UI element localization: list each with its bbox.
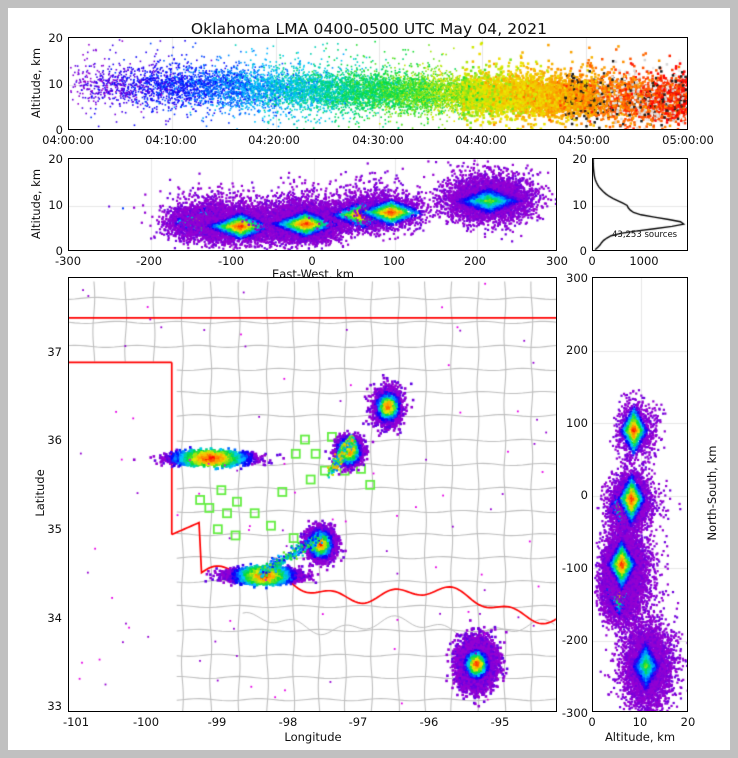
map-xtick-1: -100 (132, 715, 160, 729)
hist-ytick-10: 10 (572, 198, 587, 212)
lma-figure: Oklahoma LMA 0400-0500 UTC May 04, 2021 … (8, 8, 730, 750)
north-south-panel (592, 277, 688, 712)
map-xtick-3: -98 (278, 715, 298, 729)
ns-ytick-m300: -300 (561, 706, 588, 720)
time-xtick-5: 04:50:00 (558, 133, 610, 147)
ew-ytick-0: 0 (55, 244, 63, 258)
map-xtick-4: -97 (348, 715, 368, 729)
time-height-panel (68, 37, 688, 130)
time-ytick-20: 20 (48, 31, 63, 45)
ns-xtick-0: 0 (588, 715, 596, 729)
time-ytick-10: 10 (48, 77, 63, 91)
map-xtick-0: -101 (62, 715, 90, 729)
map-ytick-35: 35 (47, 522, 62, 536)
ew-xtick-4: 100 (383, 254, 405, 268)
ns-ytick-200: 200 (566, 343, 588, 357)
map-xtick-5: -96 (419, 715, 439, 729)
map-ytick-37: 37 (47, 345, 62, 359)
ns-ytick-m100: -100 (561, 561, 588, 575)
ew-ytick-10: 10 (48, 198, 63, 212)
map-xtick-6: -95 (490, 715, 510, 729)
figure-title: Oklahoma LMA 0400-0500 UTC May 04, 2021 (190, 20, 548, 38)
time-xtick-1: 04:10:00 (145, 133, 197, 147)
source-count-annotation: 43,253 sources (612, 230, 678, 240)
hist-ytick-20: 20 (572, 152, 587, 166)
ew-xtick-1: -200 (135, 254, 163, 268)
map-xlabel: Longitude (284, 730, 342, 744)
ns-xlabel: Altitude, km (604, 730, 676, 744)
time-xtick-4: 04:40:00 (455, 133, 507, 147)
ns-ytick-m200: -200 (561, 633, 588, 647)
map-ytick-36: 36 (47, 433, 62, 447)
ew-xtick-3: 0 (308, 254, 316, 268)
altitude-histogram-panel (592, 158, 688, 251)
map-xtick-2: -99 (207, 715, 227, 729)
ew-xtick-0: -300 (54, 254, 82, 268)
ew-xtick-6: 300 (546, 254, 568, 268)
ns-ytick-100: 100 (566, 416, 588, 430)
ns-ytick-0: 0 (580, 488, 588, 502)
map-panel[interactable] (68, 277, 557, 712)
hist-ytick-0: 0 (579, 244, 587, 258)
time-ytick-0: 0 (55, 123, 63, 137)
map-ytick-33: 33 (47, 699, 62, 713)
ew-xtick-5: 200 (464, 254, 486, 268)
map-ytick-34: 34 (47, 611, 62, 625)
time-xtick-2: 04:20:00 (248, 133, 300, 147)
time-xtick-0: 04:00:00 (42, 133, 94, 147)
east-west-panel (68, 158, 557, 251)
ns-ylabel: North-South, km (705, 445, 719, 541)
ew-xtick-2: -100 (217, 254, 245, 268)
hist-xtick-0: 0 (588, 254, 596, 268)
map-ylabel: Latitude (33, 469, 47, 517)
ns-xtick-20: 20 (680, 715, 696, 729)
ns-xtick-10: 10 (632, 715, 648, 729)
time-xtick-3: 04:30:00 (352, 133, 404, 147)
hist-xtick-1000: 1000 (629, 254, 659, 268)
time-xtick-6: 05:00:00 (662, 133, 714, 147)
ns-ytick-300: 300 (566, 271, 588, 285)
ew-ytick-20: 20 (48, 152, 63, 166)
